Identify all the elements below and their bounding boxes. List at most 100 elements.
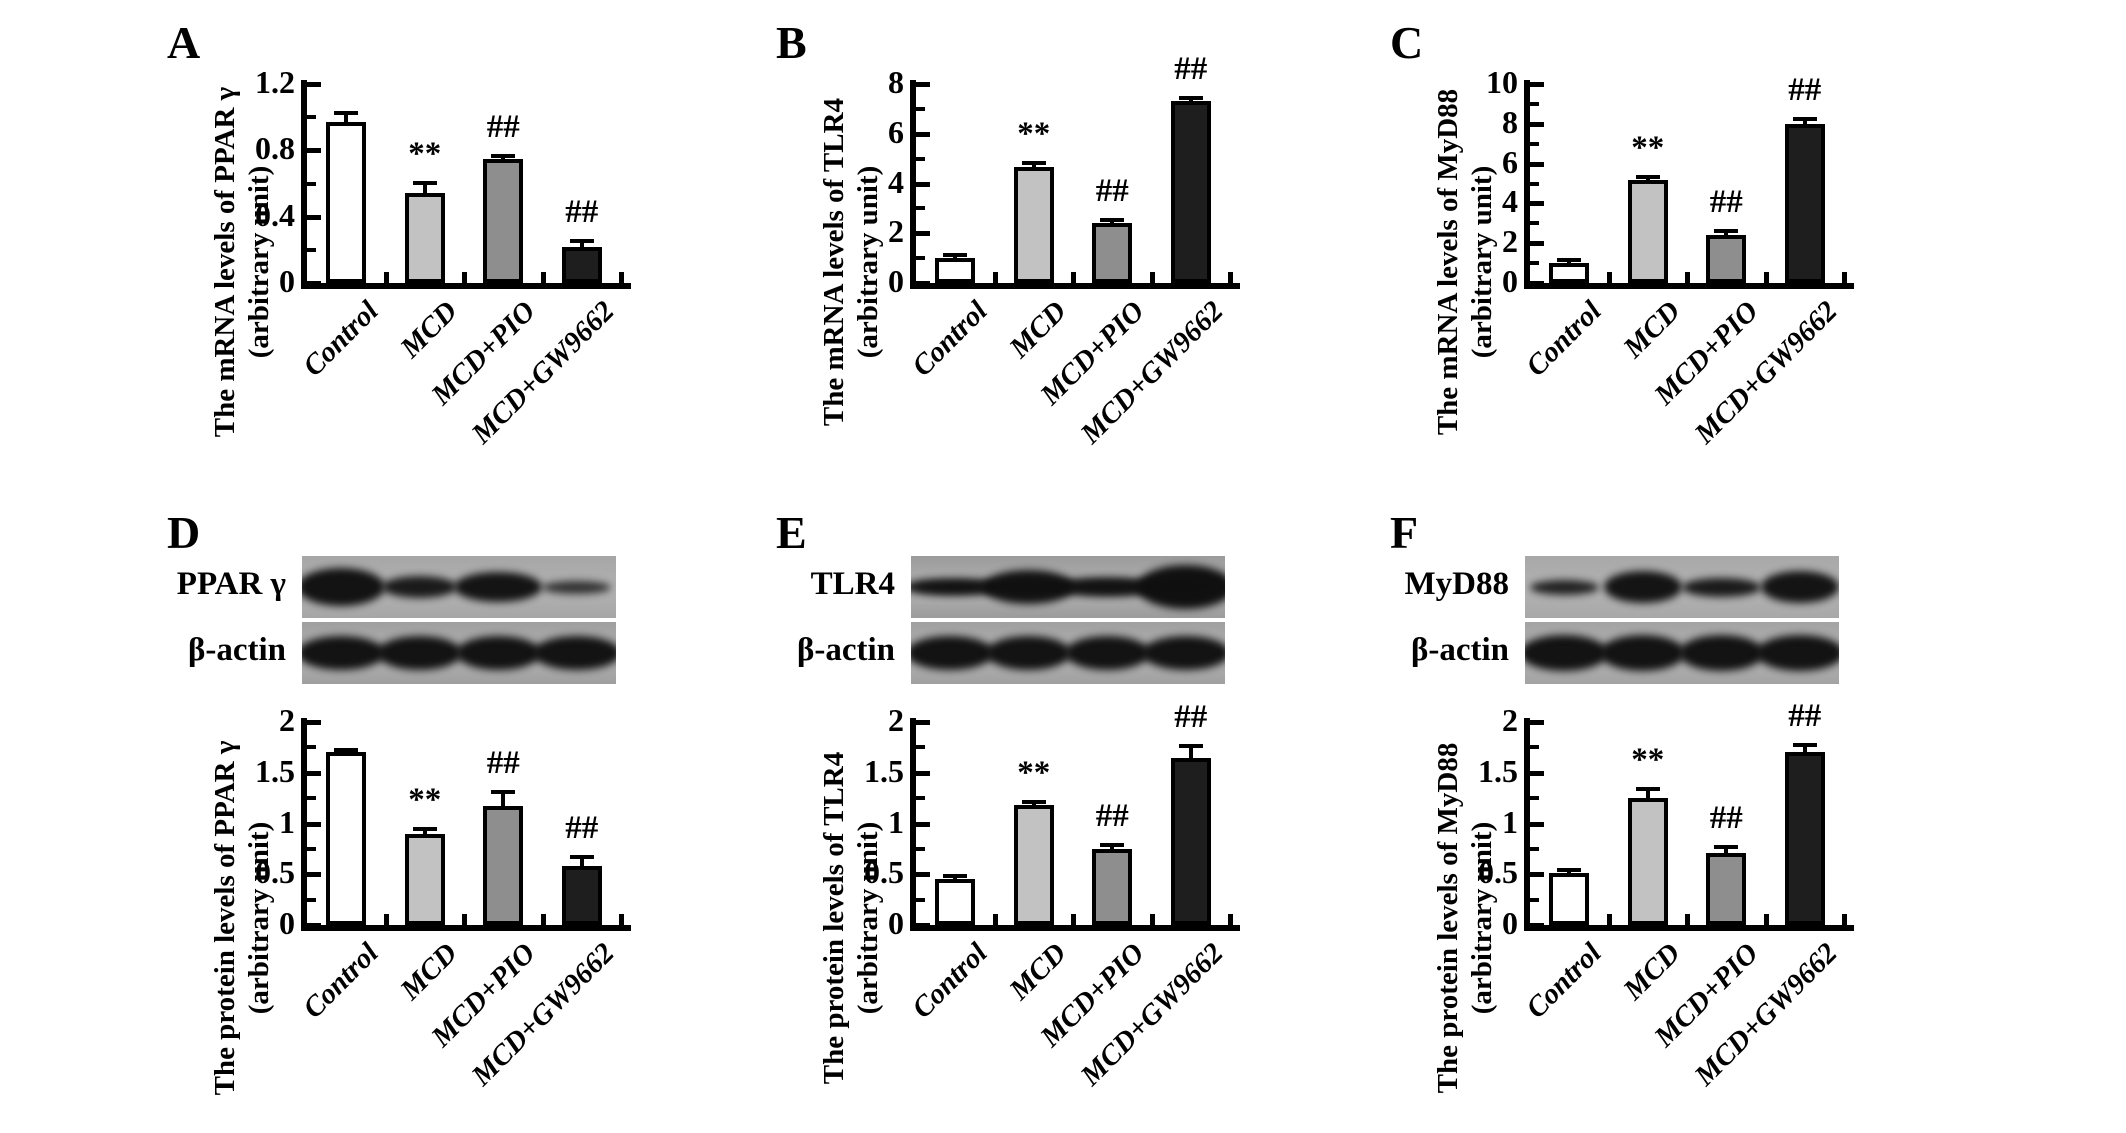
significance-label: ## — [1174, 699, 1208, 736]
x-inner-tick — [619, 272, 624, 283]
y-tick-label: 0.5 — [864, 854, 904, 891]
y-major-tick — [1530, 241, 1544, 247]
blot-band — [455, 636, 541, 670]
blot-band — [302, 636, 386, 670]
significance-label: ## — [1709, 183, 1743, 220]
y-major-tick — [307, 720, 321, 725]
y-minor-tick — [916, 106, 925, 111]
y-tick-label: 0 — [279, 905, 295, 941]
error-bar-whisker — [1567, 261, 1572, 267]
significance-label: ## — [1095, 172, 1129, 209]
y-minor-tick — [1530, 897, 1539, 902]
error-bar-cap — [1635, 787, 1660, 791]
significance-label: ** — [408, 781, 442, 818]
error-bar-cap — [569, 238, 594, 243]
blot-row-label: MyD88 — [1404, 566, 1509, 602]
bar-mcd-gw9662 — [561, 866, 602, 925]
blot-band — [302, 568, 386, 606]
y-tick-label: 2 — [1502, 223, 1518, 260]
y-major-tick — [916, 923, 930, 928]
y-major-tick — [1530, 281, 1544, 286]
bar-mcd-pio — [483, 158, 524, 283]
significance-label: ## — [1709, 799, 1743, 836]
y-tick-label: 1 — [279, 803, 295, 840]
error-bar-cap — [943, 874, 968, 879]
error-bar-whisker — [1645, 177, 1650, 183]
y-major-tick — [916, 770, 930, 776]
panel-letter: B — [776, 17, 807, 68]
bar-mcd-gw9662 — [1170, 101, 1211, 283]
y-major-tick — [307, 770, 321, 776]
y-tick-label: 0 — [1502, 905, 1518, 941]
bar-mcd-pio — [1706, 235, 1747, 283]
error-bar-whisker — [1802, 119, 1807, 127]
y-axis-line — [301, 80, 307, 289]
blot-band — [1061, 578, 1153, 596]
x-inner-tick — [462, 914, 467, 925]
blot-band — [1141, 636, 1225, 670]
blot-row-label: TLR4 — [810, 566, 895, 602]
blot-band — [1755, 635, 1839, 671]
significance-label: ** — [1017, 755, 1051, 792]
blot-band — [911, 636, 995, 670]
error-bar-whisker — [1031, 164, 1036, 171]
blot-row-label: β-actin — [187, 632, 286, 668]
y-major-tick — [1530, 770, 1544, 776]
y-tick-label: 1.5 — [864, 752, 904, 789]
blot-band — [1064, 636, 1150, 670]
blot-row-label: PPAR γ — [176, 566, 286, 602]
y-major-tick — [916, 720, 930, 725]
x-inner-tick — [1228, 914, 1233, 925]
error-bar-whisker — [1645, 790, 1650, 802]
y-major-tick — [307, 821, 321, 827]
blot-band — [454, 572, 543, 602]
x-axis-line — [910, 925, 1240, 931]
y-tick-label: 0.8 — [255, 130, 295, 167]
panel-letter: C — [1390, 17, 1424, 68]
x-inner-tick — [1071, 272, 1076, 283]
x-axis-line — [1524, 925, 1854, 931]
y-major-tick — [916, 231, 930, 237]
y-minor-tick — [1530, 846, 1539, 851]
x-inner-tick — [462, 272, 467, 283]
error-bar-cap — [412, 826, 437, 831]
y-axis-label-line1: The mRNA levels of TLR4 — [818, 97, 850, 427]
error-bar-cap — [1178, 95, 1203, 100]
y-major-tick — [307, 214, 321, 220]
x-inner-tick — [1842, 914, 1847, 925]
y-major-tick — [1530, 82, 1544, 87]
blot-band — [983, 570, 1075, 604]
x-inner-tick — [619, 914, 624, 925]
significance-label: ## — [1788, 71, 1822, 108]
y-minor-tick — [916, 206, 925, 211]
y-major-tick — [307, 82, 321, 87]
x-inner-tick — [540, 272, 546, 283]
blot-band — [1137, 565, 1225, 609]
x-inner-tick — [540, 914, 546, 925]
blot-band — [1603, 571, 1682, 603]
blot-band — [542, 580, 612, 594]
significance-label: ## — [486, 108, 520, 145]
y-tick-label: 2 — [888, 702, 904, 738]
error-bar-cap — [1557, 258, 1582, 263]
y-tick-label: 0.4 — [255, 196, 295, 233]
panel-letter: A — [167, 17, 201, 68]
y-minor-tick — [307, 897, 316, 902]
error-bar-whisker — [1802, 746, 1807, 756]
bar-mcd-pio — [1092, 848, 1133, 925]
y-major-tick — [1530, 121, 1544, 127]
blot-band — [1760, 571, 1839, 603]
error-bar-cap — [1557, 868, 1582, 873]
error-bar-cap — [334, 110, 359, 115]
error-bar-whisker — [1724, 231, 1729, 239]
y-tick-label: 2 — [888, 213, 904, 250]
y-minor-tick — [1530, 261, 1539, 266]
x-inner-tick — [1149, 272, 1155, 283]
y-tick-label: 0.5 — [1478, 854, 1518, 891]
error-bar-whisker — [501, 156, 506, 162]
x-inner-tick — [992, 272, 998, 283]
x-inner-tick — [1606, 272, 1612, 283]
y-minor-tick — [1530, 181, 1539, 186]
error-bar-whisker — [579, 858, 584, 870]
y-minor-tick — [1530, 745, 1539, 750]
